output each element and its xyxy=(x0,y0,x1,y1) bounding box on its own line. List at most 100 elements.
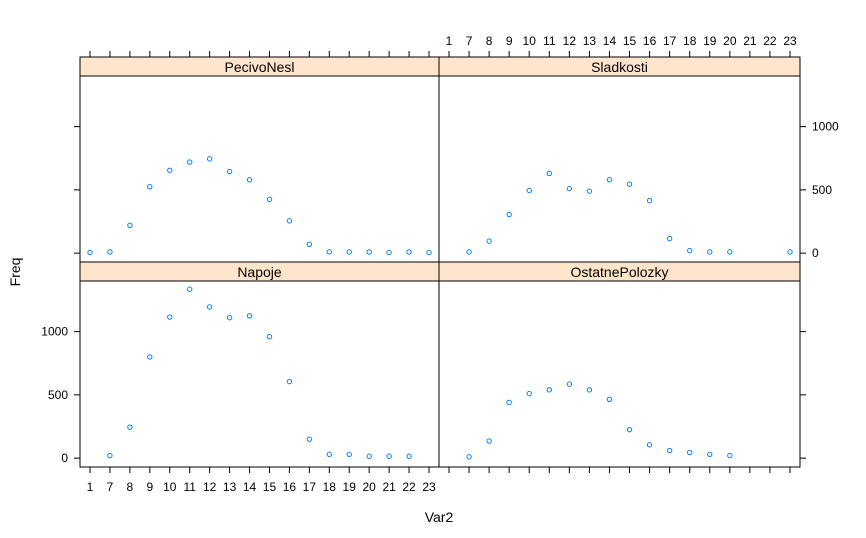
panel-strips: PecivoNesl Sladkosti Napoje OstatnePolozky xyxy=(79,56,801,282)
point-OstatnePolozky-11 xyxy=(546,387,552,393)
point-OstatnePolozky-12 xyxy=(566,381,573,387)
x-tick-label-top-9: 9 xyxy=(506,34,513,48)
point-Napoje-10 xyxy=(167,314,173,320)
x-tick-label-top-19: 19 xyxy=(703,34,717,48)
y-tick-label-500: 500 xyxy=(48,388,68,402)
panel-frame-Napoje xyxy=(79,261,440,468)
point-Napoje-11 xyxy=(187,286,193,292)
point-Napoje-7 xyxy=(107,452,113,459)
x-tick-label-top-8: 8 xyxy=(486,34,493,48)
point-OstatnePolozky-10 xyxy=(526,390,532,397)
point-PecivoNesl-11 xyxy=(187,159,193,165)
x-tick-label-18: 18 xyxy=(323,480,337,494)
x-tick-label-23: 23 xyxy=(422,480,436,494)
x-tick-label-21: 21 xyxy=(382,480,396,494)
point-PecivoNesl-1 xyxy=(87,249,93,256)
x-tick-label-14: 14 xyxy=(243,480,257,494)
point-OstatnePolozky-9 xyxy=(506,399,512,406)
point-Sladkosti-8 xyxy=(486,238,492,244)
y-tick-label-right-500: 500 xyxy=(812,183,832,197)
point-Sladkosti-15 xyxy=(626,181,633,187)
point-Napoje-16 xyxy=(286,378,293,385)
x-tick-label-top-10: 10 xyxy=(523,34,537,48)
x-tick-label-top-11: 11 xyxy=(543,34,556,48)
panel-frame-Sladkosti xyxy=(438,56,801,263)
point-Sladkosti-12 xyxy=(566,185,573,192)
x-tick-label-top-22: 22 xyxy=(763,34,777,48)
point-PecivoNesl-16 xyxy=(286,218,293,224)
point-Sladkosti-10 xyxy=(526,187,532,194)
x-tick-label-13: 13 xyxy=(223,480,237,494)
point-Napoje-19 xyxy=(346,451,352,458)
point-PecivoNesl-13 xyxy=(226,168,233,175)
x-tick-label-11: 11 xyxy=(183,480,196,494)
x-tick-label-17: 17 xyxy=(303,480,317,494)
strip-OstatnePolozky xyxy=(438,261,801,282)
x-tick-label-top-15: 15 xyxy=(623,34,637,48)
point-OstatnePolozky-7 xyxy=(466,454,472,460)
point-OstatnePolozky-14 xyxy=(606,396,613,403)
x-tick-label-top-14: 14 xyxy=(603,34,617,48)
y-axis-title: Freq xyxy=(7,258,23,287)
x-tick-label-top-17: 17 xyxy=(663,34,677,48)
point-OstatnePolozky-15 xyxy=(626,426,633,433)
point-Sladkosti-18 xyxy=(687,247,693,254)
point-Sladkosti-17 xyxy=(666,235,673,242)
x-tick-label-top-18: 18 xyxy=(683,34,697,48)
strip-label-OstatnePolozky: OstatnePolozky xyxy=(570,264,668,280)
x-tick-label-12: 12 xyxy=(203,480,217,494)
point-PecivoNesl-21 xyxy=(386,249,392,256)
x-tick-label-9: 9 xyxy=(146,480,153,494)
point-OstatnePolozky-17 xyxy=(666,447,673,454)
point-PecivoNesl-12 xyxy=(206,156,213,162)
point-Sladkosti-16 xyxy=(646,197,653,204)
strip-label-PecivoNesl: PecivoNesl xyxy=(224,59,294,75)
x-axis-title: Var2 xyxy=(425,509,454,525)
point-PecivoNesl-17 xyxy=(306,241,313,247)
point-Napoje-8 xyxy=(127,424,133,430)
strip-label-Napoje: Napoje xyxy=(237,264,282,280)
point-Napoje-9 xyxy=(147,354,153,360)
point-OstatnePolozky-20 xyxy=(727,452,733,459)
point-PecivoNesl-15 xyxy=(266,196,273,203)
x-tick-label-top-23: 23 xyxy=(783,34,797,48)
y-tick-label-0: 0 xyxy=(61,451,68,465)
point-Sladkosti-9 xyxy=(506,211,512,218)
point-Napoje-17 xyxy=(306,436,313,442)
point-Napoje-15 xyxy=(266,333,273,340)
point-Napoje-21 xyxy=(386,453,392,459)
point-PecivoNesl-7 xyxy=(107,249,113,255)
x-tick-label-15: 15 xyxy=(263,480,277,494)
x-tick-label-8: 8 xyxy=(127,480,134,494)
x-tick-label-1: 1 xyxy=(87,480,94,494)
point-Napoje-22 xyxy=(406,453,412,459)
axis-ticks: 1177889910101111121213131414151516161717… xyxy=(41,34,839,494)
point-PecivoNesl-9 xyxy=(147,184,153,190)
strip-label-Sladkosti: Sladkosti xyxy=(591,59,648,75)
x-tick-label-top-20: 20 xyxy=(723,34,737,48)
x-tick-label-20: 20 xyxy=(362,480,376,494)
data-points xyxy=(87,156,793,460)
point-Napoje-14 xyxy=(246,313,253,319)
point-Sladkosti-7 xyxy=(466,249,472,255)
x-tick-label-top-13: 13 xyxy=(583,34,597,48)
panel-frame-PecivoNesl xyxy=(79,56,440,263)
x-tick-label-10: 10 xyxy=(163,480,177,494)
point-OstatnePolozky-8 xyxy=(486,438,492,444)
point-Sladkosti-19 xyxy=(707,249,713,255)
y-tick-label-1000: 1000 xyxy=(41,325,68,339)
x-tick-label-7: 7 xyxy=(107,480,114,494)
point-PecivoNesl-18 xyxy=(326,249,332,255)
point-PecivoNesl-23 xyxy=(426,249,432,256)
point-OstatnePolozky-19 xyxy=(707,451,713,458)
x-tick-label-top-16: 16 xyxy=(643,34,657,48)
point-PecivoNesl-22 xyxy=(406,249,412,255)
point-PecivoNesl-20 xyxy=(366,249,372,255)
y-tick-label-right-1000: 1000 xyxy=(812,120,839,134)
strip-Sladkosti xyxy=(438,56,801,77)
point-Napoje-20 xyxy=(366,453,372,459)
x-tick-label-19: 19 xyxy=(343,480,357,494)
point-PecivoNesl-10 xyxy=(167,167,173,173)
y-tick-label-right-0: 0 xyxy=(812,246,819,260)
